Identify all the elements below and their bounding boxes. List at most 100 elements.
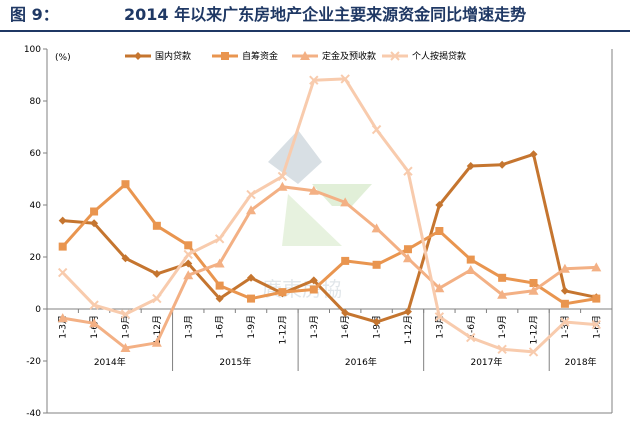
data-point-diamond	[560, 286, 569, 295]
data-point-triangle	[89, 318, 100, 328]
data-point-x	[277, 171, 288, 182]
data-point-diamond	[184, 259, 193, 268]
y-tick-label: 40	[30, 201, 42, 211]
data-point-x	[591, 319, 602, 330]
x-tick-label: 1-3月	[58, 315, 69, 339]
legend-item: 个人按揭贷款	[382, 50, 466, 62]
data-point-triangle	[214, 258, 225, 268]
data-point-triangle	[277, 181, 288, 191]
data-point-x	[403, 166, 413, 176]
x-tick-label: 1-9月	[497, 315, 508, 339]
data-point-x	[152, 293, 162, 304]
data-point-square	[341, 256, 350, 265]
legend-item: 国内贷款	[125, 50, 191, 62]
legend-label: 国内贷款	[155, 50, 191, 62]
x-tick-label: 1-6月	[215, 315, 226, 339]
y-tick-label: -20	[26, 357, 41, 367]
y-axis-unit-label: (%)	[55, 53, 71, 63]
x-tick-label: 1-12月	[152, 315, 163, 344]
data-point-triangle	[183, 270, 194, 280]
watermark-shape-3	[282, 194, 342, 246]
x-tick-label: 1-3月	[183, 315, 194, 339]
data-point-square	[592, 294, 601, 303]
data-point-diamond	[152, 269, 161, 278]
data-point-square	[529, 279, 538, 287]
data-point-square	[309, 285, 318, 294]
data-point-square	[466, 255, 475, 264]
data-point-square	[152, 221, 161, 230]
data-point-triangle	[246, 205, 257, 215]
data-point-square	[560, 299, 569, 308]
data-point-square	[498, 273, 507, 282]
data-point-diamond	[435, 201, 444, 209]
data-point-x	[497, 344, 507, 355]
chart-axes: -40 -20 0 20 40 60 80 100 (%) 1-3月 1-6月 1-9月 1-12月 1-…	[24, 45, 613, 419]
data-point-diamond	[134, 52, 142, 60]
data-point-x	[560, 317, 570, 327]
watermark-shape-2	[312, 184, 372, 206]
year-label: 2018年	[565, 356, 597, 368]
legend-item: 自筹资金	[212, 50, 278, 62]
x-tick-label: 1-12月	[403, 315, 414, 344]
data-point-x	[340, 74, 350, 84]
series-2	[57, 181, 602, 352]
data-point-triangle	[308, 185, 319, 195]
data-point-square	[215, 281, 224, 290]
data-point-x	[183, 249, 193, 260]
series-1	[58, 180, 601, 308]
data-point-square	[121, 180, 130, 189]
data-point-x	[57, 267, 68, 278]
data-point-diamond	[247, 273, 256, 282]
data-point-square	[403, 245, 412, 254]
data-point-triangle	[559, 263, 570, 273]
series-line	[62, 152, 597, 324]
x-tick-label: 1-6月	[466, 315, 477, 339]
data-point-square	[247, 294, 256, 303]
x-tick-label: 1-3月	[560, 315, 571, 339]
data-point-triangle	[340, 197, 351, 207]
figure-number: 图 9：	[10, 5, 59, 24]
data-point-square	[278, 288, 287, 297]
data-point-triangle	[402, 253, 413, 263]
data-point-triangle	[497, 289, 508, 299]
x-tick-label: 1-12月	[529, 315, 540, 344]
figure-title: 图 9： 2014 年以来广东房地产企业主要来源资金同比增速走势	[0, 0, 630, 30]
data-point-triangle	[591, 262, 602, 272]
legend-item: 定金及预收款	[292, 50, 376, 62]
watermark-shape	[268, 130, 322, 184]
series-layer	[57, 74, 602, 357]
series-line	[61, 182, 597, 306]
data-point-x	[371, 124, 382, 135]
data-point-diamond	[403, 307, 412, 316]
legend: 国内贷款 自筹资金 定金及预收款 个人按揭贷款	[125, 50, 466, 62]
data-point-x	[309, 75, 319, 85]
y-tick-label: -40	[26, 409, 41, 419]
year-label: 2017年	[470, 356, 502, 368]
data-point-square	[58, 242, 67, 251]
data-point-square	[435, 227, 444, 235]
legend-label: 个人按揭贷款	[412, 50, 466, 62]
data-point-x	[528, 347, 539, 357]
y-tick-label: 0	[35, 305, 41, 315]
data-point-square	[90, 207, 99, 216]
data-point-triangle	[120, 343, 131, 352]
data-point-triangle	[465, 265, 476, 274]
data-point-diamond	[58, 216, 67, 225]
y-tick-label: 60	[30, 149, 42, 159]
data-point-square	[221, 52, 229, 60]
data-point-diamond	[466, 162, 475, 170]
data-point-triangle	[434, 283, 445, 293]
data-point-x	[434, 312, 445, 322]
year-label: 2015年	[219, 356, 251, 368]
series-line	[61, 77, 597, 354]
data-point-square	[372, 260, 381, 269]
data-point-diamond	[372, 318, 381, 326]
data-point-x	[89, 300, 99, 310]
y-tick-label: 100	[24, 45, 41, 55]
data-point-x	[390, 51, 400, 61]
data-point-triangle	[300, 51, 310, 60]
watermark-logo: 廣東房協	[262, 130, 372, 301]
series-line	[62, 185, 597, 350]
data-point-triangle	[528, 285, 539, 295]
data-point-x	[246, 189, 256, 200]
